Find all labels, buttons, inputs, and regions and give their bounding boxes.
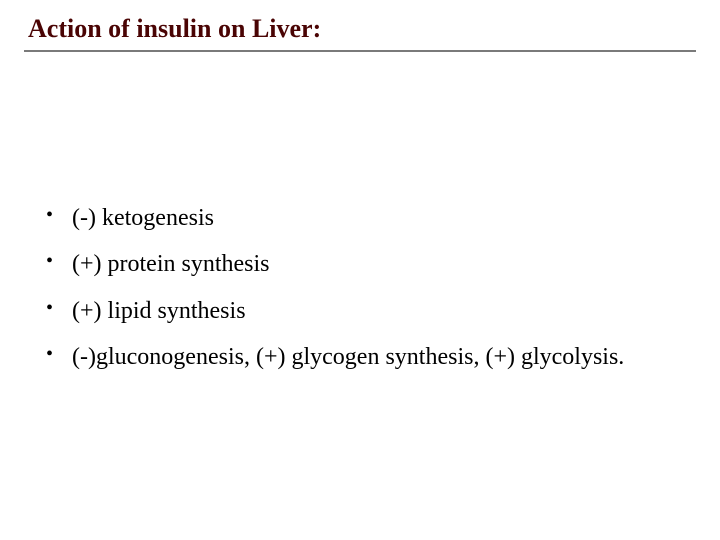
title-underline (24, 50, 696, 52)
bullet-item: (-)gluconogenesis, (+) glycogen synthesi… (46, 341, 696, 373)
bullet-item: (+) lipid synthesis (46, 295, 696, 327)
slide-title: Action of insulin on Liver: (24, 14, 696, 44)
bullet-list: (-) ketogenesis (+) protein synthesis (+… (24, 202, 696, 374)
bullet-item: (-) ketogenesis (46, 202, 696, 234)
slide-container: Action of insulin on Liver: (-) ketogene… (0, 0, 720, 540)
bullet-item: (+) protein synthesis (46, 248, 696, 280)
